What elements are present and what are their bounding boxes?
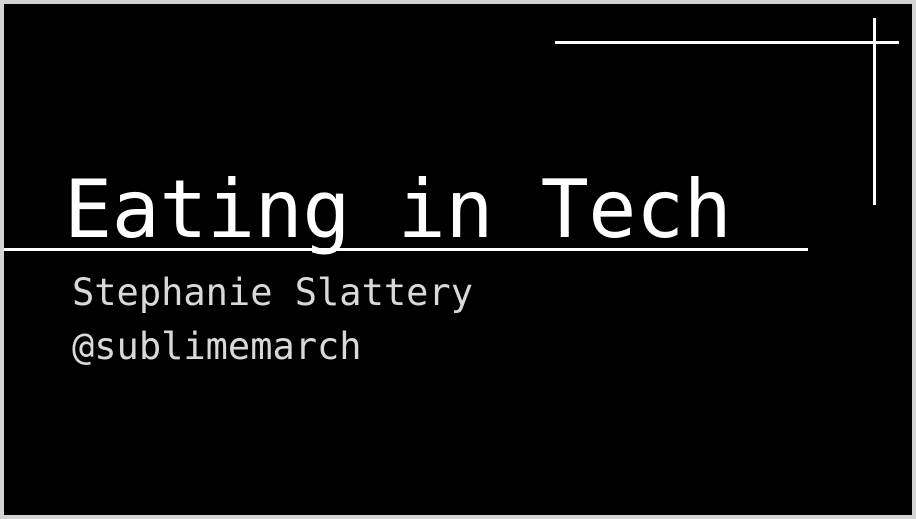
- decorative-vertical-line: [873, 18, 876, 205]
- decorative-top-line: [555, 41, 899, 44]
- author-name: Stephanie Slattery: [72, 271, 473, 314]
- title-underline: [4, 248, 808, 251]
- author-handle: @sublimemarch: [72, 325, 362, 368]
- title-slide: Eating in Tech Stephanie Slattery @subli…: [4, 4, 912, 515]
- slide-subtitle: Stephanie Slattery @sublimemarch: [72, 266, 473, 374]
- slide-title: Eating in Tech: [64, 163, 732, 256]
